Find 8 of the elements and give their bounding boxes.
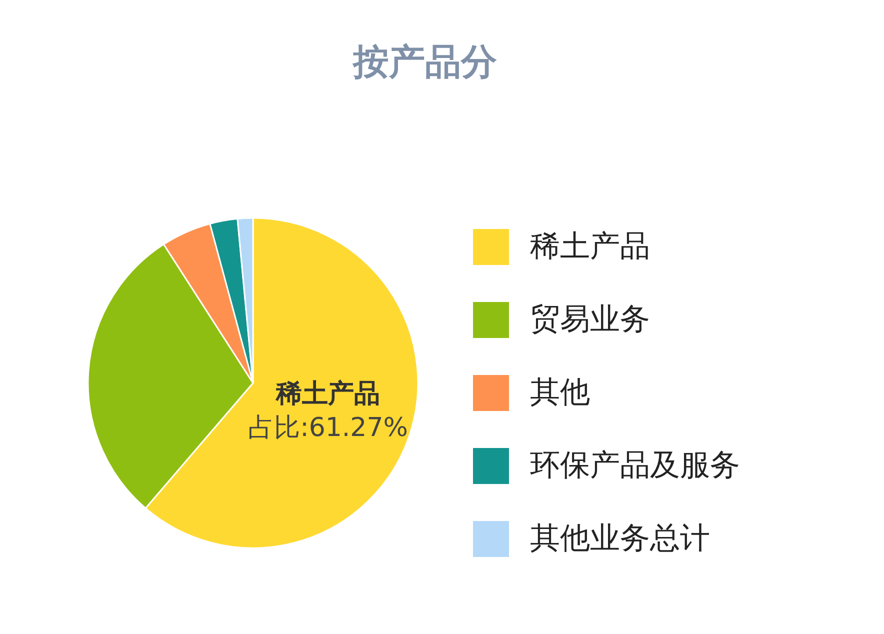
legend-label: 其他 — [530, 375, 590, 410]
legend-label: 环保产品及服务 — [530, 448, 740, 483]
legend-label: 稀土产品 — [530, 229, 650, 264]
chart-title: 按产品分 — [352, 42, 497, 83]
data-label: 占比:61.27% — [248, 412, 408, 443]
legend-label: 其他业务总计 — [530, 521, 710, 556]
slice-label: 稀土产品 — [275, 378, 380, 409]
legend-label: 贸易业务 — [530, 302, 650, 337]
